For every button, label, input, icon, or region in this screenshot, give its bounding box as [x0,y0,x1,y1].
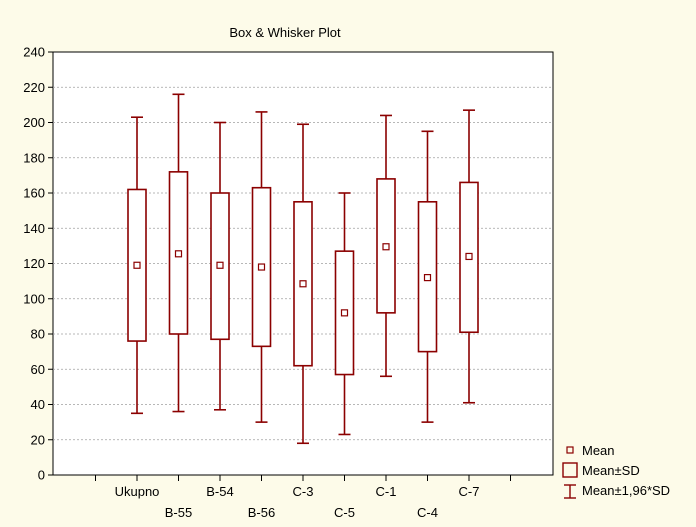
box-c-4 [417,130,438,423]
legend: Mean Mean±SD Mean±1,96*SD [562,443,670,499]
mean-marker [299,280,307,288]
legend-sd-label: Mean±SD [582,463,640,478]
x-tick-label: C-4 [417,505,438,520]
y-tick-label: 140 [23,221,45,236]
y-tick-label: 20 [31,432,45,447]
mean-marker [174,250,183,258]
y-tick-label: 100 [23,291,45,306]
x-tick-label: B-56 [248,505,275,520]
y-tick-label: 240 [23,45,45,60]
box-c-1 [376,114,396,378]
box-ukupno [127,116,147,415]
y-tick-label: 180 [23,150,45,165]
y-tick-label: 160 [23,186,45,201]
legend-whisker-label: Mean±1,96*SD [582,483,670,498]
mean-marker [423,274,432,282]
x-tick-label: Ukupno [115,484,160,499]
x-tick-label: B-55 [165,505,192,520]
mean-marker [257,263,266,271]
y-tick-label: 120 [23,256,45,271]
y-axis-ticks: 0 20 40 60 80 100 120 140 160 180 200 220 240 [23,45,53,483]
y-tick-label: 200 [23,115,45,130]
y-tick-label: 60 [31,362,45,377]
box-c-3 [293,123,313,445]
mean-marker [216,261,224,269]
x-tick-label: C-5 [334,505,355,520]
box-b-56 [251,111,272,423]
mean-marker [133,261,141,269]
chart-title: Box & Whisker Plot [229,25,341,40]
box-c-7 [459,109,479,404]
y-tick-label: 220 [23,80,45,95]
legend-whisker-marker [564,484,576,499]
box-b-55 [168,93,189,413]
box-b-54 [210,121,230,411]
legend-mean-marker [566,446,574,454]
y-tick-label: 0 [38,468,45,483]
x-tick-label: C-1 [376,484,397,499]
boxes-layer [127,93,479,445]
mean-marker [340,309,349,317]
x-axis-ticks: Ukupno B-55 B-54 B-56 C-3 C-5 C-1 C-4 C-7 [95,475,511,520]
mean-marker [465,252,473,261]
x-tick-label: C-3 [293,484,314,499]
x-tick-label: C-7 [459,484,480,499]
y-tick-label: 40 [31,397,45,412]
legend-mean-label: Mean [582,443,615,458]
box-c-5 [334,192,355,436]
x-tick-label: B-54 [206,484,233,499]
y-tick-label: 80 [31,327,45,342]
legend-sd-marker [562,462,578,478]
mean-marker [382,243,390,251]
